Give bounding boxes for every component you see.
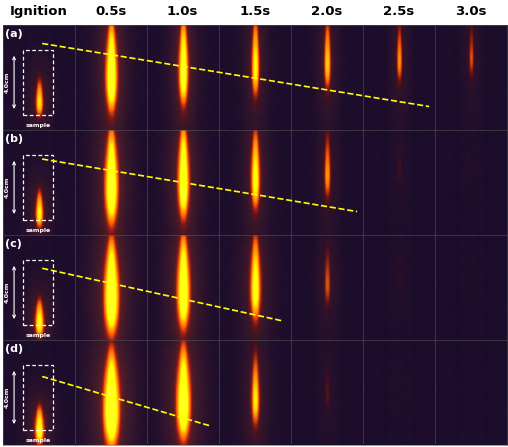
Text: (c): (c): [6, 239, 22, 249]
Text: sample: sample: [25, 333, 50, 338]
Text: 4.0cm: 4.0cm: [5, 282, 9, 303]
Text: 4.0cm: 4.0cm: [5, 177, 9, 198]
Text: 0.5s: 0.5s: [95, 4, 126, 17]
Text: sample: sample: [25, 228, 50, 233]
Text: 4.0cm: 4.0cm: [5, 72, 9, 93]
Text: 2.5s: 2.5s: [383, 4, 415, 17]
Text: (d): (d): [6, 344, 23, 354]
Text: (a): (a): [6, 29, 23, 39]
Text: (b): (b): [6, 134, 23, 144]
Text: sample: sample: [25, 438, 50, 443]
Text: 2.0s: 2.0s: [311, 4, 342, 17]
Text: 4.0cm: 4.0cm: [5, 387, 9, 408]
Text: 1.5s: 1.5s: [239, 4, 270, 17]
Text: sample: sample: [25, 123, 50, 128]
Text: Ignition: Ignition: [10, 4, 68, 17]
Text: 3.0s: 3.0s: [455, 4, 487, 17]
Text: 1.0s: 1.0s: [167, 4, 199, 17]
